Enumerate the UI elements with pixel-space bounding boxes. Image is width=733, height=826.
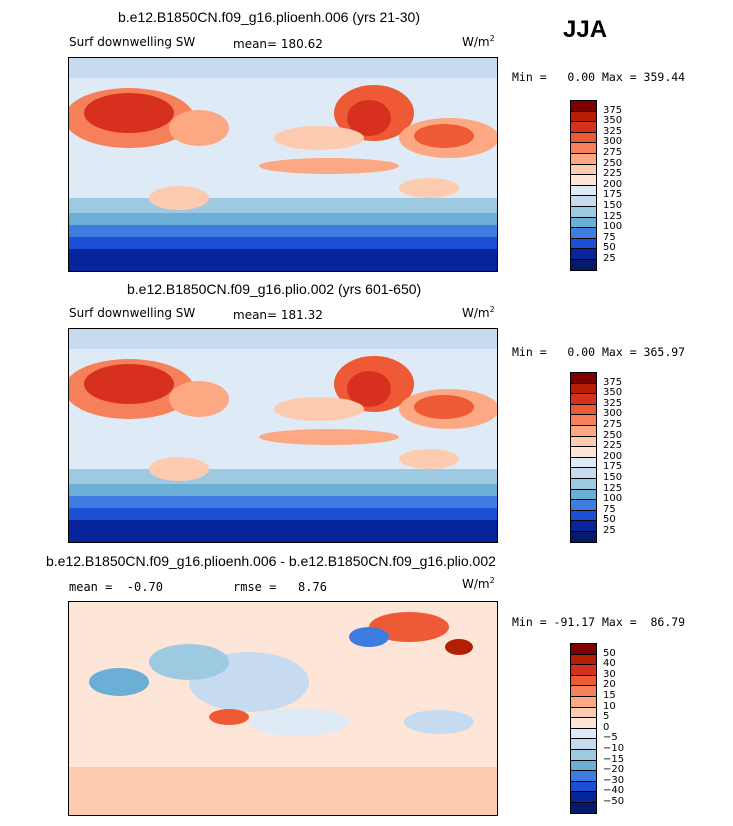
colorbar-label: 175 [603, 461, 623, 473]
colorbar-label: −5 [603, 732, 618, 744]
colorbar-label: 100 [603, 493, 623, 505]
colorbar-label: 225 [603, 440, 623, 452]
colorbar-label: 0 [603, 721, 610, 733]
colorbar-label: 250 [603, 429, 623, 441]
colorbar-label: 225 [603, 168, 623, 180]
colorbar-label: 50 [603, 514, 616, 526]
panel-1-title: b.e12.B1850CN.f09_g16.plioenh.006 (yrs 2… [118, 9, 420, 25]
colorbar-label: 30 [603, 668, 616, 680]
panel-3-units: W/m2 [462, 576, 495, 591]
panel-1-field [69, 58, 497, 271]
panel-2-minmax: Min = 0.00 Max = 365.97 [512, 345, 686, 359]
panel-1-variable: Surf downwelling SW [69, 35, 196, 49]
colorbar-label: 40 [603, 658, 616, 670]
colorbar-label: 150 [603, 200, 623, 211]
panel-2-title: b.e12.B1850CN.f09_g16.plio.002 (yrs 601-… [127, 281, 422, 297]
colorbar-label: 200 [603, 450, 623, 462]
colorbar-label: 50 [603, 242, 616, 254]
panel-3-field [69, 602, 497, 815]
colorbar-cell [570, 259, 597, 271]
colorbar-cell [570, 802, 597, 814]
colorbar-label: 350 [603, 387, 623, 399]
panel-1-map [68, 57, 498, 272]
panel-3-title: b.e12.B1850CN.f09_g16.plioenh.006 - b.e1… [46, 553, 496, 569]
panel-1-mean: mean= 180.62 [233, 37, 323, 51]
colorbar-label: 325 [603, 125, 623, 137]
colorbar-label: −30 [603, 774, 625, 786]
colorbar-label: 375 [603, 376, 623, 388]
colorbar-label: 15 [603, 690, 616, 701]
panel-2-variable: Surf downwelling SW [69, 306, 196, 320]
colorbar-label: 200 [603, 178, 623, 190]
panel-3-mean: mean = -0.70 [69, 580, 163, 594]
season-label: JJA [563, 16, 608, 43]
colorbar-label: 100 [603, 221, 623, 233]
colorbar-label: 25 [603, 253, 616, 264]
panel-3-rmse: rmse = 8.76 [233, 580, 327, 594]
colorbar-label: 250 [603, 157, 623, 169]
colorbar-label: 150 [603, 472, 623, 483]
colorbar-label: 350 [603, 115, 623, 127]
colorbar-label: −20 [603, 764, 625, 776]
colorbar-label: 50 [603, 647, 616, 659]
panel-1-units: W/m2 [462, 34, 495, 49]
colorbar-label: −50 [603, 796, 625, 807]
colorbar-label: 325 [603, 397, 623, 409]
colorbar-label: 375 [603, 104, 623, 116]
panel-2-units: W/m2 [462, 305, 495, 320]
panel-2-mean: mean= 181.32 [233, 308, 323, 322]
colorbar-label: −10 [603, 743, 625, 754]
panel-2-map [68, 328, 498, 543]
colorbar-label: 300 [603, 408, 623, 420]
colorbar-label: 275 [603, 419, 623, 430]
colorbar-label: −15 [603, 753, 625, 765]
colorbar-label: 300 [603, 136, 623, 148]
colorbar-label: −40 [603, 785, 625, 797]
panel-3-minmax: Min = -91.17 Max = 86.79 [512, 615, 686, 629]
colorbar-label: 25 [603, 525, 616, 536]
colorbar-label: 125 [603, 210, 623, 222]
colorbar-label: 10 [603, 700, 616, 712]
colorbar-cell [570, 531, 597, 543]
colorbar-label: 75 [603, 231, 616, 243]
colorbar-label: 275 [603, 147, 623, 158]
panel-1-minmax: Min = 0.00 Max = 359.44 [512, 70, 686, 84]
panel-3-map [68, 601, 498, 816]
panel-2-field [69, 329, 497, 542]
colorbar-label: 175 [603, 189, 623, 201]
colorbar-label: 125 [603, 482, 623, 494]
colorbar-label: 5 [603, 711, 610, 723]
colorbar-label: 75 [603, 503, 616, 515]
colorbar-label: 20 [603, 679, 616, 691]
